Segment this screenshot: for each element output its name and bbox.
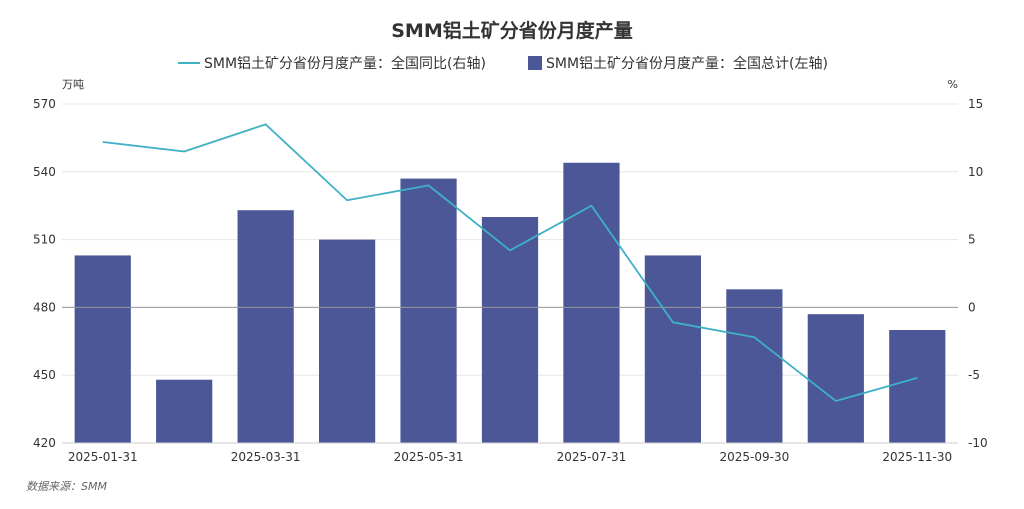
left-tick-label: 540 xyxy=(33,165,56,179)
data-source: 数据来源：SMM xyxy=(26,480,107,493)
legend-line-label: SMM铝土矿分省份月度产量：全国同比(右轴) xyxy=(204,55,486,72)
bar xyxy=(237,210,294,443)
line-series xyxy=(102,123,918,402)
x-tick-label: 2025-05-31 xyxy=(394,450,464,464)
bar-series xyxy=(74,162,946,443)
left-tick-label: 570 xyxy=(33,97,56,111)
right-tick-label: -5 xyxy=(968,368,980,382)
left-tick-label: 450 xyxy=(33,368,56,382)
legend[interactable]: SMM铝土矿分省份月度产量：全国同比(右轴) SMM铝土矿分省份月度产量：全国总… xyxy=(178,55,828,72)
x-tick-label: 2025-07-31 xyxy=(557,450,627,464)
x-tick-label: 2025-11-30 xyxy=(882,450,952,464)
right-tick-label: 0 xyxy=(968,300,976,314)
right-tick-label: 5 xyxy=(968,233,976,247)
bar xyxy=(400,178,457,443)
left-axis-unit: 万吨 xyxy=(62,78,84,91)
x-tick-label: 2025-03-31 xyxy=(231,450,301,464)
legend-bar-label: SMM铝土矿分省份月度产量：全国总计(左轴) xyxy=(546,55,828,72)
left-tick-label: 420 xyxy=(33,436,56,450)
x-axis: 2025-01-31 2025-03-31 2025-05-31 2025-07-31… xyxy=(68,450,952,464)
zero-line xyxy=(62,306,958,444)
x-tick-label: 2025-01-31 xyxy=(68,450,138,464)
legend-bar-swatch xyxy=(528,56,542,70)
chart-title: SMM铝土矿分省份月度产量 xyxy=(391,19,633,42)
bar xyxy=(156,379,213,443)
left-tick-label: 510 xyxy=(33,233,56,247)
bar xyxy=(807,314,864,443)
bar xyxy=(563,162,620,443)
bar xyxy=(481,217,539,443)
left-axis: 420 450 480 510 540 570 xyxy=(33,97,56,450)
right-tick-label: 10 xyxy=(968,165,983,179)
bar xyxy=(644,255,702,443)
x-tick-label: 2025-09-30 xyxy=(719,450,789,464)
bar xyxy=(74,255,131,443)
right-axis: -10 -5 0 5 10 15 xyxy=(968,97,988,450)
right-axis-unit: % xyxy=(948,78,958,91)
bar xyxy=(889,330,946,443)
right-tick-label: -10 xyxy=(968,436,988,450)
bar xyxy=(726,289,783,443)
left-tick-label: 480 xyxy=(33,300,56,314)
right-tick-label: 15 xyxy=(968,97,983,111)
bar xyxy=(318,239,376,443)
